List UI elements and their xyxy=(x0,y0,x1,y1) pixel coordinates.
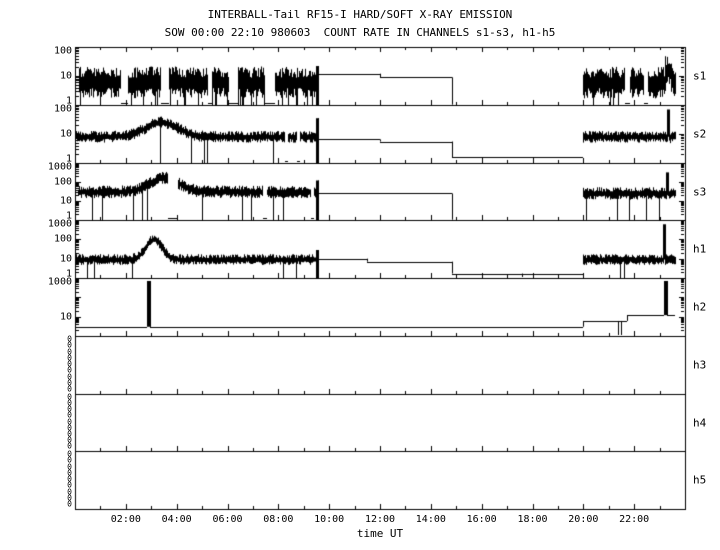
panel-label: h3 xyxy=(693,358,707,372)
y-tick-label: 0 xyxy=(67,378,72,388)
x-tick-label: 10:00 xyxy=(314,514,345,525)
x-tick-label: 16:00 xyxy=(466,514,497,525)
y-tick-label: 0 xyxy=(67,449,72,459)
x-tick-label: 12:00 xyxy=(364,514,396,525)
y-tick-label: 1 xyxy=(65,210,72,222)
y-tick-label: 0 xyxy=(67,365,72,375)
y-tick-label: 10 xyxy=(59,253,72,265)
y-tick-label: 0 xyxy=(67,455,72,465)
y-tick-label: 1 xyxy=(65,95,72,107)
y-tick-label: 1000 xyxy=(47,218,72,230)
y-tick-label: 0 xyxy=(67,499,72,509)
panel-label: h4 xyxy=(693,416,707,429)
y-tick-label: 0 xyxy=(67,410,72,420)
y-tick-label: 0 xyxy=(67,429,72,439)
panel-label: s1 xyxy=(693,69,707,83)
y-tick-label: 100 xyxy=(53,103,72,115)
panel-label: h2 xyxy=(693,300,707,314)
panel-label: s3 xyxy=(693,185,707,198)
x-tick-label: 14:00 xyxy=(415,514,446,525)
panel-label: h1 xyxy=(693,242,707,256)
y-tick-label: 100 xyxy=(53,176,72,188)
y-tick-label: 10 xyxy=(59,195,72,207)
x-tick-label: 22:00 xyxy=(619,514,650,525)
x-axis-label: time UT xyxy=(356,527,404,540)
panel-label: h5 xyxy=(693,473,707,487)
panel-label: s2 xyxy=(693,127,707,141)
y-tick-label: 0 xyxy=(67,384,72,394)
x-tick-label: 18:00 xyxy=(517,514,548,525)
y-tick-label: 0 xyxy=(67,468,72,478)
y-tick-label: 10 xyxy=(59,128,72,140)
y-tick-label: 0 xyxy=(67,417,72,426)
y-tick-label: 0 xyxy=(67,340,72,350)
y-tick-label: 100 xyxy=(53,233,72,245)
x-tick-label: 20:00 xyxy=(568,514,599,525)
chart-subtitle: SOW 00:00 22:10 980603 COUNT RATE IN CHA… xyxy=(164,26,556,39)
y-tick-label: 100 xyxy=(53,45,72,57)
y-tick-label: 10 xyxy=(59,311,72,323)
x-tick-label: 02:00 xyxy=(110,514,141,525)
x-tick-label: 08:00 xyxy=(263,514,294,525)
y-tick-label: 0 xyxy=(67,423,72,433)
y-tick-label: 0 xyxy=(67,493,72,503)
y-tick-label: 1000 xyxy=(47,276,72,288)
y-tick-label: 0 xyxy=(67,353,72,363)
y-tick-label: 0 xyxy=(67,462,72,471)
y-tick-label: 0 xyxy=(67,392,72,402)
y-tick-label: 0 xyxy=(67,441,72,451)
y-tick-label: 1 xyxy=(65,153,72,165)
y-tick-label: 1000 xyxy=(47,161,72,173)
chart-title: INTERBALL-Tail RF15-I HARD/SOFT X-RAY EM… xyxy=(207,8,513,21)
x-tick-label: 06:00 xyxy=(212,514,243,525)
y-tick-label: 0 xyxy=(67,474,72,484)
y-tick-label: 0 xyxy=(67,480,72,490)
y-tick-label: 0 xyxy=(67,334,72,344)
x-tick-label: 04:00 xyxy=(161,514,192,525)
y-tick-label: 0 xyxy=(67,435,72,445)
y-tick-label: 0 xyxy=(67,404,72,414)
y-tick-label: 0 xyxy=(67,359,72,369)
y-tick-label: 0 xyxy=(67,398,72,408)
y-tick-label: 10 xyxy=(59,70,72,82)
y-tick-label: 0 xyxy=(67,372,72,381)
y-tick-label: 0 xyxy=(67,487,72,496)
y-tick-label: 0 xyxy=(67,347,72,356)
y-tick-label: 1 xyxy=(65,268,72,280)
